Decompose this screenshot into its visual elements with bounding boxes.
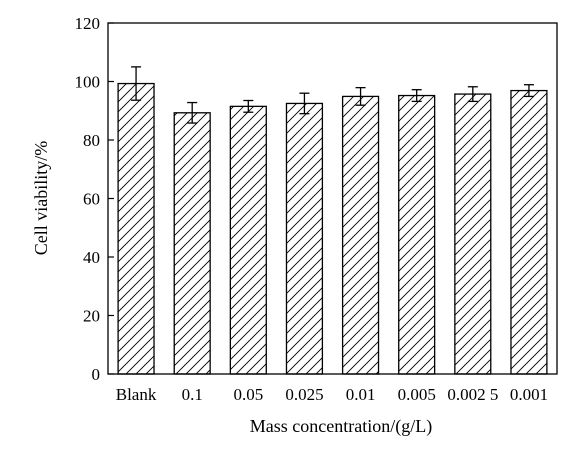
- y-tick-label: 120: [75, 14, 101, 33]
- x-tick-label: 0.001: [510, 385, 548, 404]
- y-tick-label: 100: [75, 73, 101, 92]
- y-tick-label: 0: [92, 365, 101, 384]
- bar: [398, 94, 436, 375]
- bar: [454, 93, 492, 375]
- y-axis-label: Cell viability/%: [31, 141, 51, 256]
- x-tick-label: 0.025: [285, 385, 323, 404]
- x-tick-label: 0.01: [346, 385, 376, 404]
- x-tick-label: 0.1: [182, 385, 203, 404]
- y-tick-label: 20: [83, 307, 100, 326]
- x-tick-label: 0.05: [233, 385, 263, 404]
- bar: [229, 105, 267, 375]
- bar: [173, 112, 211, 375]
- bar: [285, 102, 324, 375]
- bar: [510, 89, 548, 375]
- x-tick-label: Blank: [116, 385, 157, 404]
- bar: [341, 95, 380, 375]
- x-axis-label: Mass concentration/(g/L): [250, 416, 432, 437]
- y-tick-label: 40: [83, 248, 100, 267]
- y-tick-label: 80: [83, 131, 100, 150]
- x-tick-label: 0.005: [398, 385, 436, 404]
- y-tick-label: 60: [83, 190, 100, 209]
- bar: [117, 82, 155, 375]
- plot-area: 0 20 40 60 80 100 120 Blank 0.1 0.05 0.025 0.01 0.00…: [75, 14, 558, 404]
- x-tick-label: 0.002 5: [447, 385, 498, 404]
